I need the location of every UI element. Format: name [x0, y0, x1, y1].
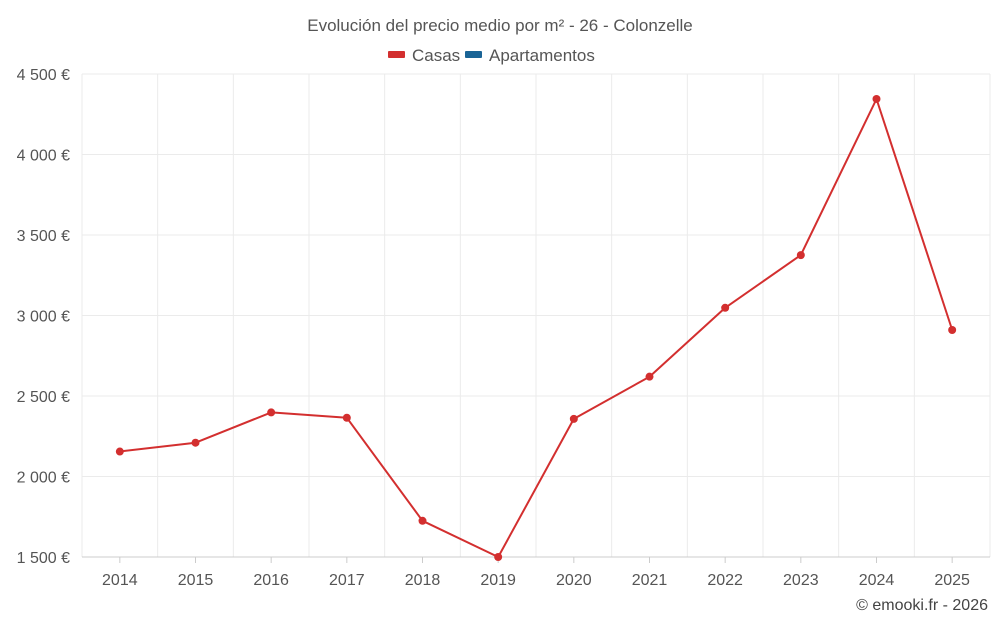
series-line-casas: [119, 98, 954, 558]
x-tick-label: 2024: [859, 572, 895, 589]
x-tick-label: 2021: [632, 572, 668, 589]
data-point[interactable]: [796, 251, 805, 260]
x-tick-label: 2015: [178, 572, 214, 589]
axes: 1 500 € 2 000 € 2 500 € 3 000 € 3 500 € 4 000…: [17, 67, 990, 589]
y-tick-label: 4 500 €: [17, 67, 70, 84]
data-point[interactable]: [569, 414, 578, 423]
series-layer: [115, 94, 957, 561]
x-tick-label: 2025: [934, 572, 970, 589]
credit-text: © emooki.fr - 2026: [856, 597, 988, 614]
legend-swatch: [465, 51, 482, 58]
data-point[interactable]: [872, 94, 881, 103]
data-point[interactable]: [342, 413, 351, 422]
x-tick-label: 2016: [253, 572, 289, 589]
y-tick-label: 3 500 €: [17, 228, 70, 245]
data-point[interactable]: [948, 325, 957, 334]
y-tick-label: 3 000 €: [17, 309, 70, 326]
x-tick-label: 2018: [405, 572, 441, 589]
data-point[interactable]: [267, 408, 276, 417]
data-point[interactable]: [418, 516, 427, 525]
legend-label[interactable]: Apartamentos: [489, 46, 595, 65]
x-tick-label: 2022: [707, 572, 743, 589]
chart-title: Evolución del precio medio por m² - 26 -…: [307, 16, 693, 35]
y-tick-label: 2 000 €: [17, 470, 70, 487]
y-tick-label: 2 500 €: [17, 389, 70, 406]
data-point[interactable]: [115, 447, 124, 456]
data-point[interactable]: [494, 553, 503, 561]
data-point[interactable]: [191, 438, 200, 447]
y-tick-label: 1 500 €: [17, 550, 70, 567]
x-tick-label: 2020: [556, 572, 592, 589]
data-point[interactable]: [645, 372, 654, 381]
x-tick-label: 2017: [329, 572, 365, 589]
legend-label[interactable]: Casas: [412, 46, 460, 65]
x-tick-label: 2014: [102, 572, 138, 589]
y-tick-label: 4 000 €: [17, 148, 70, 165]
grid: [81, 73, 991, 558]
x-tick-label: 2019: [480, 572, 516, 589]
legend-swatch: [388, 51, 405, 58]
data-point[interactable]: [721, 303, 730, 312]
legend: Casas Apartamentos: [388, 46, 595, 65]
x-tick-label: 2023: [783, 572, 819, 589]
